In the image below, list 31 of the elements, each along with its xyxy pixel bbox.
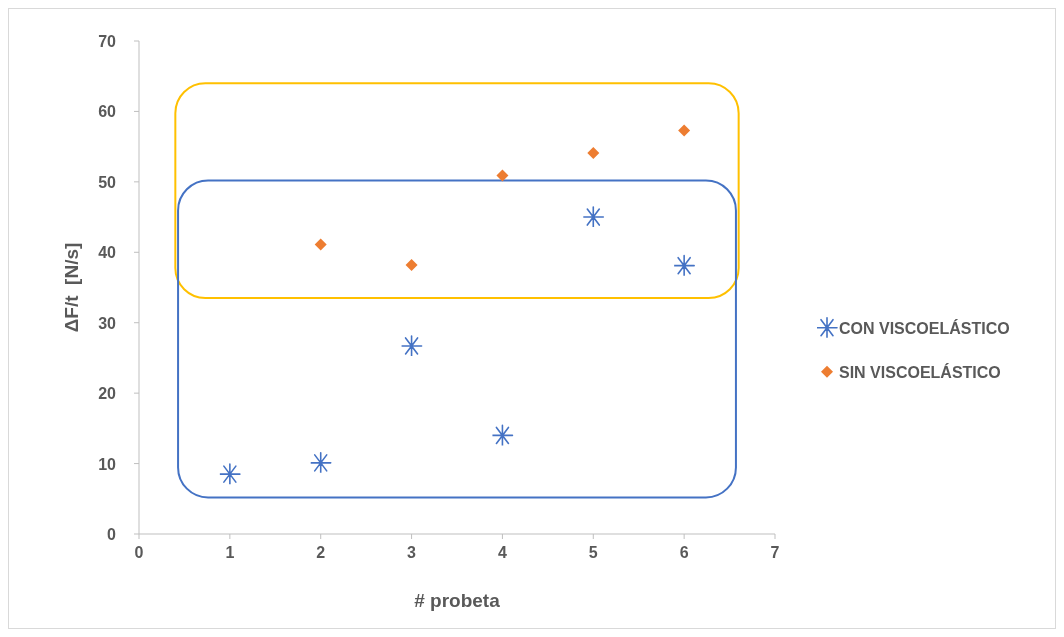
y-axis-title: ΔF/t [N/s] (61, 242, 82, 333)
y-tick-label: 20 (98, 385, 117, 403)
y-tick-label: 10 (98, 455, 117, 473)
legend-label: CON VISCOELÁSTICO (839, 318, 1010, 337)
x-tick-label: 0 (134, 544, 144, 561)
point (496, 169, 509, 182)
y-tick-label: 70 (98, 33, 117, 50)
x-tick-label: 5 (588, 544, 598, 561)
x-axis-title: # probeta (414, 590, 501, 611)
point (405, 258, 418, 271)
legend-label: SIN VISCOELÁSTICO (839, 362, 1001, 381)
y-tick-label: 30 (98, 314, 117, 332)
y-tick-label: 60 (98, 103, 117, 121)
point (314, 238, 327, 251)
y-tick-label: 50 (98, 173, 117, 191)
x-tick-label: 1 (225, 544, 235, 561)
x-tick-label: 4 (497, 544, 507, 561)
point (587, 146, 600, 159)
point (400, 335, 423, 357)
y-tick-label: 40 (98, 244, 117, 262)
x-tick-label: 2 (316, 544, 326, 561)
x-tick-label: 3 (407, 544, 417, 561)
y-tick-label: 0 (107, 526, 117, 543)
point (678, 124, 691, 137)
point (309, 452, 332, 474)
point (219, 463, 241, 485)
x-tick-label: 6 (679, 544, 689, 561)
x-tick-label: 7 (770, 544, 780, 561)
point (673, 254, 695, 277)
point (491, 424, 514, 447)
point (582, 206, 605, 228)
